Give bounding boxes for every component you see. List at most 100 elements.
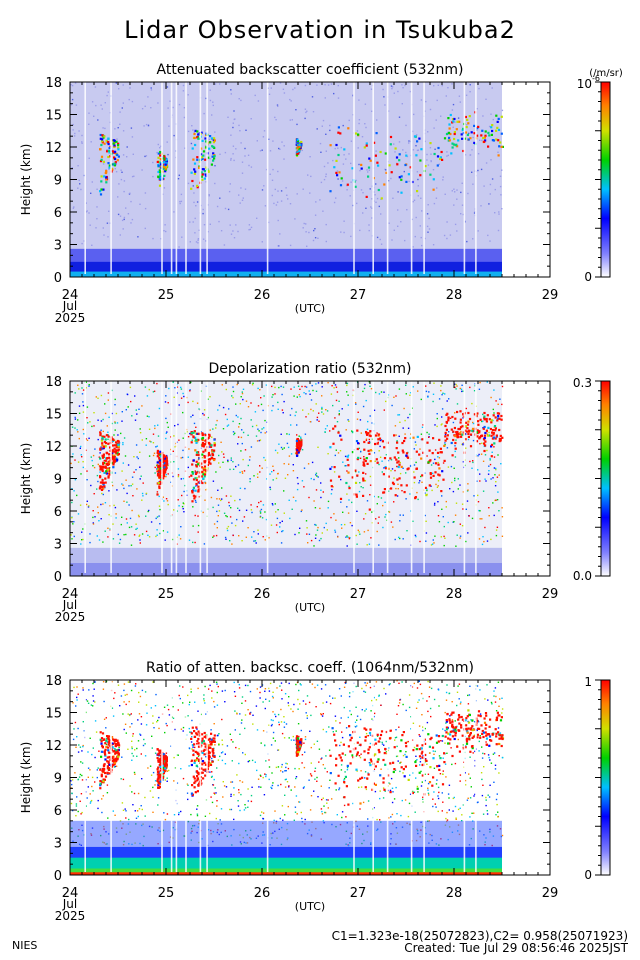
noise-dot — [218, 510, 221, 512]
noise-dot — [441, 416, 443, 418]
noise-dot — [486, 684, 488, 686]
noise-dot — [228, 501, 230, 504]
cloud-pixel — [115, 140, 118, 143]
noise-dot — [329, 124, 331, 127]
noise-dot — [85, 438, 87, 440]
noise-dot — [192, 525, 194, 527]
noise-dot — [272, 140, 274, 142]
cloud-pixel — [467, 411, 470, 415]
noise-dot — [433, 542, 435, 544]
noise-dot — [357, 529, 359, 531]
noise-dot — [320, 713, 323, 716]
cloud-pixel — [376, 161, 379, 164]
noise-dot — [316, 416, 319, 419]
noise-dot — [148, 509, 150, 512]
noise-dot — [222, 428, 225, 430]
noise-dot — [100, 394, 103, 397]
noise-dot — [92, 522, 94, 524]
noise-dot — [272, 697, 274, 699]
noise-dot — [419, 448, 421, 450]
noise-dot — [396, 680, 398, 682]
cloud-pixel — [360, 163, 363, 166]
noise-dot — [249, 478, 251, 480]
noise-dot — [495, 481, 497, 483]
noise-dot — [86, 417, 88, 419]
cloud-pixel — [477, 125, 480, 128]
noise-dot — [490, 762, 493, 764]
noise-dot — [231, 543, 233, 545]
noise-dot — [280, 783, 282, 786]
noise-dot — [230, 793, 232, 796]
noise-dot — [270, 524, 273, 526]
cloud-pixel — [400, 178, 403, 181]
noise-dot — [109, 528, 111, 530]
noise-dot — [88, 112, 90, 114]
noise-dot — [457, 738, 459, 741]
noise-dot — [428, 217, 430, 220]
noise-dot — [404, 419, 406, 422]
noise-dot — [178, 439, 180, 441]
noise-dot — [242, 431, 245, 434]
noise-dot — [217, 409, 219, 411]
noise-dot — [426, 213, 429, 215]
noise-dot — [400, 814, 402, 817]
noise-dot — [94, 681, 96, 683]
noise-dot — [268, 537, 270, 539]
noise-dot — [294, 811, 297, 813]
cloud-pixel — [345, 481, 348, 485]
noise-dot — [400, 761, 402, 763]
noise-dot — [231, 760, 233, 762]
noise-dot — [166, 704, 169, 706]
noise-dot — [412, 386, 414, 388]
noise-dot — [369, 762, 371, 764]
noise-dot — [262, 136, 265, 138]
cloud-pixel — [191, 472, 194, 475]
cloud-pixel — [300, 140, 303, 144]
noise-dot — [467, 703, 470, 705]
noise-dot — [409, 437, 412, 439]
cloud-pixel — [367, 441, 370, 444]
noise-dot — [493, 467, 496, 469]
noise-dot — [316, 475, 318, 477]
noise-dot — [455, 388, 457, 390]
noise-dot — [182, 449, 184, 452]
cloud-pixel — [394, 494, 397, 497]
cloud-pixel — [404, 437, 407, 440]
noise-dot — [154, 425, 156, 427]
noise-dot — [89, 533, 91, 535]
noise-dot — [402, 467, 404, 469]
cloud-pixel — [300, 439, 303, 442]
noise-dot — [393, 229, 395, 231]
noise-dot — [178, 813, 180, 816]
noise-dot — [438, 791, 440, 794]
colorbar-unit: (/m/sr) — [589, 68, 623, 79]
noise-dot — [435, 197, 438, 199]
cloud-pixel — [492, 433, 495, 436]
noise-dot — [427, 164, 430, 166]
noise-dot — [189, 432, 191, 435]
noise-dot — [137, 792, 140, 795]
noise-dot — [334, 417, 336, 419]
noise-dot — [147, 96, 149, 98]
noise-dot — [113, 434, 115, 436]
noise-dot — [310, 408, 312, 411]
noise-dot — [75, 803, 78, 805]
noise-dot — [139, 428, 141, 430]
noise-dot — [247, 406, 250, 408]
noise-dot — [334, 454, 336, 457]
cloud-pixel — [101, 456, 105, 459]
noise-dot — [363, 518, 365, 520]
noise-dot — [301, 149, 303, 152]
noise-dot — [277, 713, 280, 716]
noise-dot — [227, 459, 229, 461]
noise-dot — [369, 484, 372, 486]
noise-dot — [257, 529, 259, 531]
noise-dot — [263, 185, 265, 187]
noise-dot — [78, 412, 81, 414]
noise-dot — [276, 531, 278, 534]
noise-dot — [274, 503, 276, 505]
noise-dot — [479, 713, 482, 715]
noise-dot — [405, 393, 407, 395]
cloud-pixel — [492, 432, 495, 435]
noise-dot — [497, 151, 499, 153]
